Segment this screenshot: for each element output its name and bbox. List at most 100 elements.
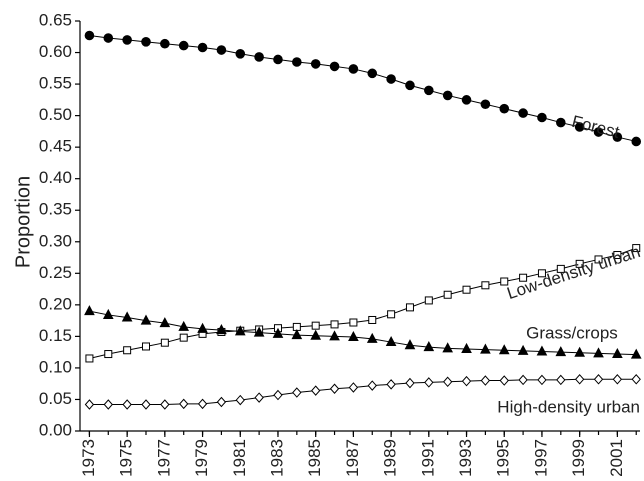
marker (556, 117, 566, 128)
x-tick-label: 1997 (531, 439, 550, 477)
marker (178, 320, 190, 331)
marker (480, 99, 491, 110)
x-tick-label: 1973 (79, 439, 98, 477)
y-tick-label: 0.60 (39, 42, 72, 61)
marker (216, 324, 227, 335)
marker (311, 385, 321, 396)
y-tick-label: 0.20 (39, 294, 72, 313)
y-tick-label: 0.10 (39, 357, 72, 376)
marker (348, 330, 359, 342)
y-axis-label: Proportion (12, 176, 34, 268)
marker (234, 325, 246, 336)
marker (480, 375, 491, 386)
marker (103, 399, 113, 410)
marker (84, 305, 95, 316)
marker (461, 375, 472, 387)
marker (556, 264, 565, 273)
marker (329, 330, 340, 341)
marker (273, 389, 283, 401)
marker (462, 285, 471, 294)
marker (387, 310, 396, 319)
marker (367, 380, 377, 391)
marker (216, 396, 227, 408)
marker (141, 399, 151, 410)
marker (517, 344, 529, 355)
marker (368, 315, 377, 324)
y-tick-label: 0.65 (39, 10, 72, 29)
marker (481, 281, 490, 290)
marker (424, 85, 434, 96)
marker (405, 303, 414, 312)
marker (235, 394, 245, 406)
series-label: Grass/crops (526, 323, 618, 342)
marker (366, 332, 378, 343)
marker (612, 347, 623, 359)
marker (594, 255, 603, 264)
marker (499, 375, 509, 386)
y-tick-label: 0.50 (39, 105, 72, 124)
marker (405, 80, 415, 91)
marker (631, 374, 641, 385)
y-tick-label: 0.40 (39, 168, 72, 187)
marker (349, 318, 358, 327)
marker (122, 399, 132, 410)
marker (273, 54, 283, 65)
marker (348, 64, 359, 74)
marker (498, 344, 510, 355)
marker (575, 259, 584, 268)
marker (555, 346, 567, 357)
marker (632, 244, 641, 253)
marker (197, 398, 208, 410)
y-tick-label: 0.45 (39, 137, 72, 156)
marker (84, 30, 95, 41)
marker (574, 374, 585, 385)
marker (329, 61, 340, 72)
marker (424, 296, 433, 305)
marker (141, 342, 150, 351)
series-label: Forest (570, 112, 622, 142)
marker (197, 42, 208, 53)
marker (103, 33, 114, 43)
marker (443, 290, 452, 299)
marker (254, 392, 264, 403)
x-tick-label: 1999 (569, 439, 588, 477)
marker (122, 35, 132, 45)
marker (537, 269, 546, 278)
x-tick-label: 1989 (381, 439, 400, 477)
y-tick-label: 0.25 (39, 263, 72, 282)
marker (612, 132, 623, 142)
marker (123, 346, 132, 355)
x-tick-label: 1977 (154, 439, 173, 477)
marker (254, 52, 264, 62)
marker (404, 339, 416, 350)
y-tick-label: 0.30 (39, 231, 72, 250)
marker (537, 112, 547, 123)
marker (178, 40, 189, 51)
marker (367, 68, 378, 79)
marker (423, 341, 435, 352)
series-label: High-density urban (497, 397, 640, 416)
marker (556, 374, 566, 386)
marker (574, 122, 585, 132)
marker (424, 377, 434, 388)
marker (197, 322, 208, 333)
y-tick-label: 0.15 (39, 326, 72, 345)
marker (537, 374, 547, 386)
marker (405, 377, 415, 389)
marker (593, 347, 604, 358)
marker (121, 311, 133, 322)
marker (179, 398, 189, 410)
marker (631, 136, 642, 147)
marker (519, 273, 528, 282)
x-tick-label: 1983 (267, 439, 286, 477)
marker (593, 374, 604, 385)
x-tick-label: 1979 (192, 439, 211, 477)
y-tick-label: 0.00 (39, 420, 72, 439)
marker (386, 379, 396, 390)
marker (348, 382, 359, 393)
marker (216, 45, 227, 55)
marker (141, 37, 151, 47)
marker (291, 329, 303, 340)
marker (385, 335, 397, 347)
